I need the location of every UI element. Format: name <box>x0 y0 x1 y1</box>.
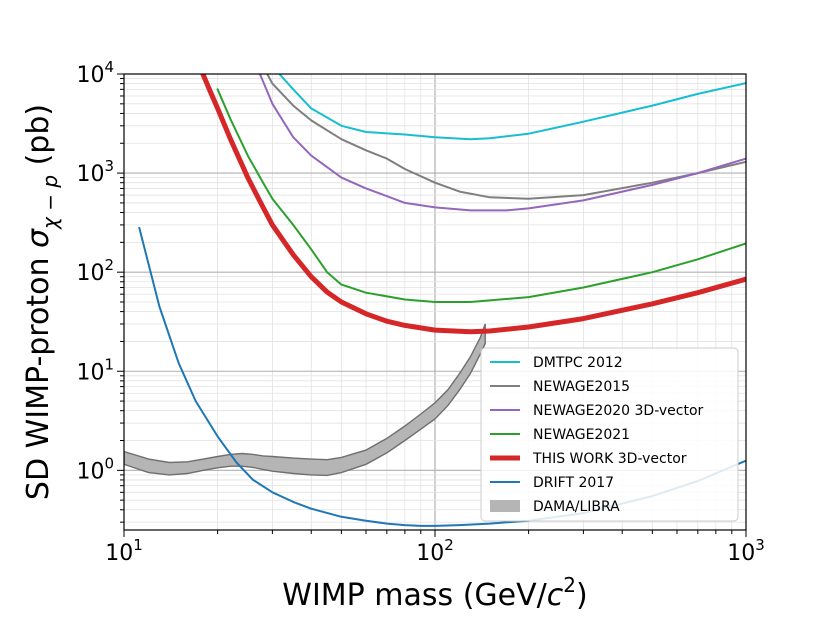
legend-swatch <box>490 500 520 512</box>
tick-layer: 101 102 103 100 101 102 103 104 <box>76 58 764 566</box>
legend-item-newage2015: NEWAGE2015 <box>490 379 630 395</box>
x-axis-label: WIMP mass (GeV/c2) <box>282 573 587 613</box>
legend-label: DMTPC 2012 <box>533 355 623 371</box>
y-tick-label: 103 <box>76 157 114 187</box>
legend-label: DAMA/LIBRA <box>533 499 620 515</box>
x-tick-label: 103 <box>727 536 765 566</box>
legend-item-dama-libra: DAMA/LIBRA <box>490 499 620 515</box>
legend-label: NEWAGE2020 3D-vector <box>533 403 704 419</box>
series-newage2015-line <box>266 74 746 200</box>
series-dmtpc-2012-line <box>278 74 746 141</box>
x-tick-label: 101 <box>105 536 143 566</box>
y-tick-label: 104 <box>76 58 114 88</box>
legend-item-this-work-3d-vector: THIS WORK 3D-vector <box>490 451 687 467</box>
legend-label: THIS WORK 3D-vector <box>532 451 687 467</box>
y-tick-label: 101 <box>76 355 114 385</box>
y-tick-label: 100 <box>76 454 114 484</box>
y-axis-label: SD WIMP-proton σχ − p (pb) <box>21 104 62 500</box>
legend-item-drift-2017: DRIFT 2017 <box>490 475 614 491</box>
y-tick-label: 102 <box>76 256 114 286</box>
series-newage2021-line <box>216 88 746 303</box>
legend-label: NEWAGE2021 <box>533 427 630 443</box>
x-tick-label: 102 <box>416 536 454 566</box>
series-newage2020-3d-vector-line <box>258 74 746 212</box>
series-this-work-3d-vector-line <box>200 74 746 335</box>
legend-item-dmtpc-2012: DMTPC 2012 <box>490 355 623 371</box>
legend-item-newage2021: NEWAGE2021 <box>490 427 630 443</box>
legend: DMTPC 2012 NEWAGE2015 NEWAGE2020 3D-vector… <box>480 347 739 522</box>
series-dama-libra-band <box>124 323 486 477</box>
legend-label: DRIFT 2017 <box>533 475 614 491</box>
legend-item-newage2020-3d-vector: NEWAGE2020 3D-vector <box>490 403 704 419</box>
legend-label: NEWAGE2015 <box>533 379 630 395</box>
legend-box <box>480 347 739 522</box>
